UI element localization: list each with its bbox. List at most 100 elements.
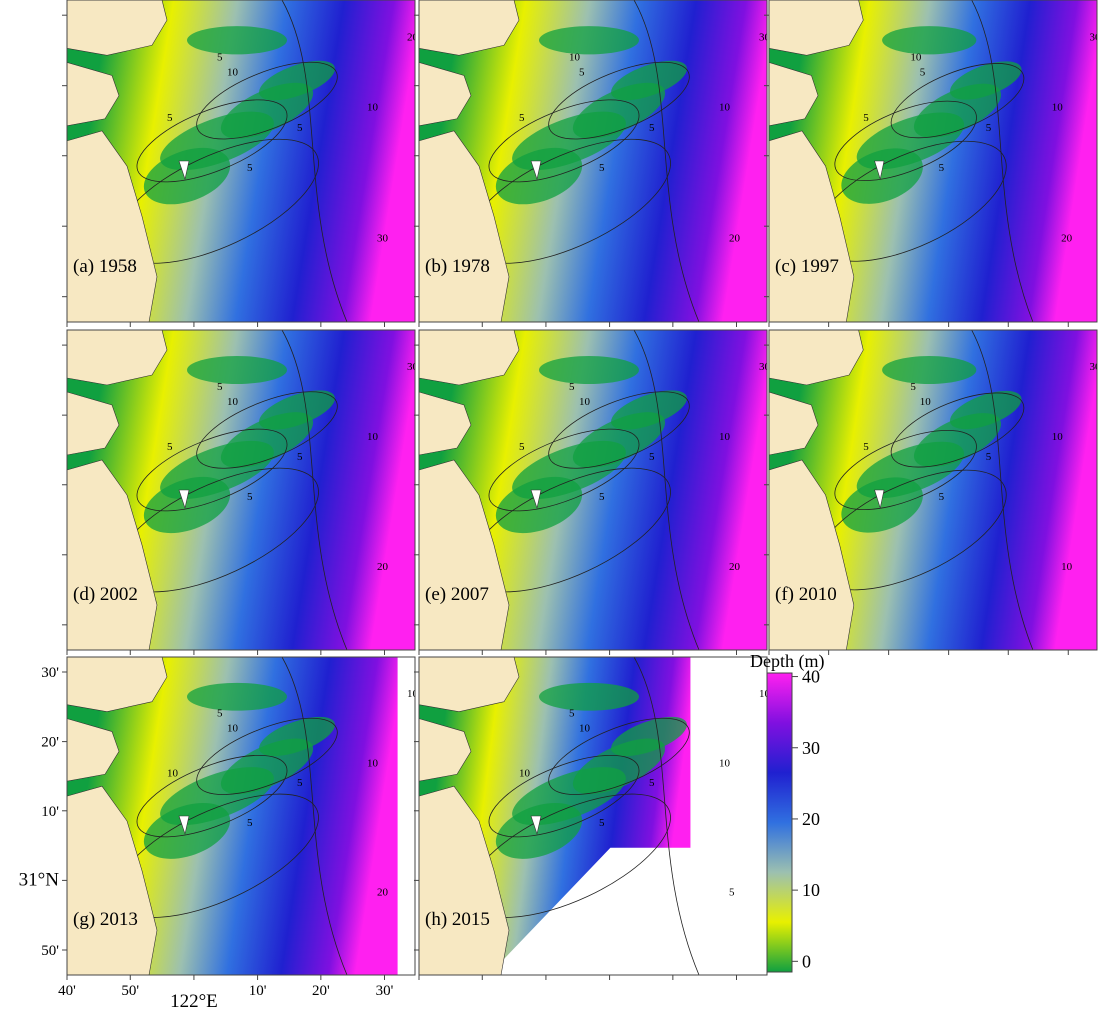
y-tick-label: 20' (41, 735, 59, 751)
contour-label: 5 (599, 817, 605, 829)
contour-label: 5 (986, 122, 992, 134)
contour-label: 10 (1061, 561, 1073, 573)
contour-label: 5 (247, 162, 253, 174)
contour (890, 63, 1025, 139)
contour-label: 10 (1052, 431, 1064, 443)
contour-label: 10 (920, 396, 932, 408)
land (67, 0, 168, 56)
map-panel: 10 5 5 5 5 10 20 30 (b) 1978 (414, 0, 768, 327)
land (419, 391, 472, 456)
island (178, 815, 190, 836)
map-area: 5 10 10 5 5 10 5 10 (419, 657, 771, 975)
panel-label: (g) 2013 (73, 909, 138, 930)
contour-label: 5 (863, 112, 869, 124)
land (67, 62, 120, 127)
panel-frame (418, 0, 768, 323)
panel-label: (c) 1997 (775, 256, 839, 277)
island (530, 815, 542, 836)
shoal (495, 147, 583, 205)
shoal (495, 476, 583, 534)
contour (834, 429, 977, 511)
island (178, 489, 190, 510)
map-panel: 5 10 10 5 5 10 5 10 (h) 2015 (414, 656, 771, 980)
land (67, 391, 120, 456)
land (419, 130, 510, 322)
land (67, 330, 168, 386)
colorbar-tick-label: 30 (802, 738, 820, 758)
land (769, 0, 864, 56)
contour-label: 5 (519, 441, 525, 453)
shoal (539, 356, 639, 384)
contour-label: 10 (227, 723, 239, 735)
shoal (187, 356, 287, 384)
x-tick-label: 122°E (170, 991, 218, 1012)
contour-label: 20 (729, 233, 741, 245)
land (419, 718, 472, 782)
contour-label: 5 (939, 162, 945, 174)
shoal (882, 356, 977, 384)
contour-label: 5 (649, 777, 655, 789)
contour (196, 61, 338, 140)
land (67, 785, 158, 975)
land (769, 330, 864, 386)
contour-label: 5 (649, 451, 655, 463)
panel-label: (h) 2015 (425, 909, 490, 930)
panel-label: (a) 1958 (73, 256, 137, 277)
panel-label: (f) 2010 (775, 584, 837, 605)
shoal (143, 802, 231, 859)
panel-label: (d) 2002 (73, 584, 138, 605)
land (419, 785, 510, 975)
island (874, 489, 885, 510)
map-area: 5 10 5 5 5 10 20 30 (419, 330, 771, 650)
colorbar (766, 672, 793, 973)
y-tick-label: 30' (41, 665, 59, 681)
shoal (259, 60, 335, 101)
contour-label: 10 (367, 102, 379, 114)
contour (971, 0, 1034, 322)
contour-label: 20 (1061, 233, 1073, 245)
island (874, 160, 885, 181)
contour-label: 5 (729, 887, 735, 899)
shoal (949, 390, 1022, 430)
panel-frame (768, 0, 1098, 323)
shoal (143, 476, 231, 534)
x-tick-label: 40' (58, 983, 76, 999)
shoal (187, 682, 287, 711)
map-area: 5 10 5 5 5 10 20 30 (67, 330, 415, 650)
land (67, 657, 168, 712)
contour-label: 10 (407, 688, 419, 700)
contour-label: 5 (297, 122, 303, 134)
contour-label: 5 (939, 491, 945, 503)
y-tick-label: 50' (41, 943, 59, 959)
colorbar-tick-label: 0 (802, 951, 811, 971)
map-panel: 5 10 5 5 5 10 10 30 (f) 2010 (764, 329, 1100, 655)
colorbar-tick-label: 40 (802, 667, 820, 687)
contour-label: 10 (759, 688, 771, 700)
shoal (841, 148, 923, 204)
contour (196, 391, 338, 469)
panel-frame (66, 329, 416, 651)
contour-label: 10 (910, 51, 922, 63)
land (419, 330, 520, 386)
contour-label: 5 (217, 51, 223, 63)
contour-label: 30 (1089, 361, 1100, 373)
panel-label: (b) 1978 (425, 256, 490, 277)
map-area: 5 10 10 5 5 10 20 10 (67, 657, 419, 975)
contour (548, 391, 690, 469)
contour-label: 30 (759, 361, 771, 373)
island (530, 489, 542, 510)
contour-label: 5 (649, 122, 655, 134)
contour-label: 5 (910, 381, 916, 393)
panel-frame (66, 656, 416, 976)
contour-label: 5 (217, 381, 223, 393)
contour-label: 5 (297, 451, 303, 463)
map-panel: 10 5 5 5 5 10 20 30 (c) 1997 (764, 0, 1098, 327)
map-area: 5 10 5 5 5 10 10 30 (769, 330, 1100, 650)
contour (633, 0, 700, 322)
shoal (949, 61, 1022, 100)
contour-label: 10 (1052, 102, 1064, 114)
contour-label: 10 (579, 723, 591, 735)
contour-label: 5 (569, 708, 575, 720)
contour-label: 20 (407, 31, 419, 43)
